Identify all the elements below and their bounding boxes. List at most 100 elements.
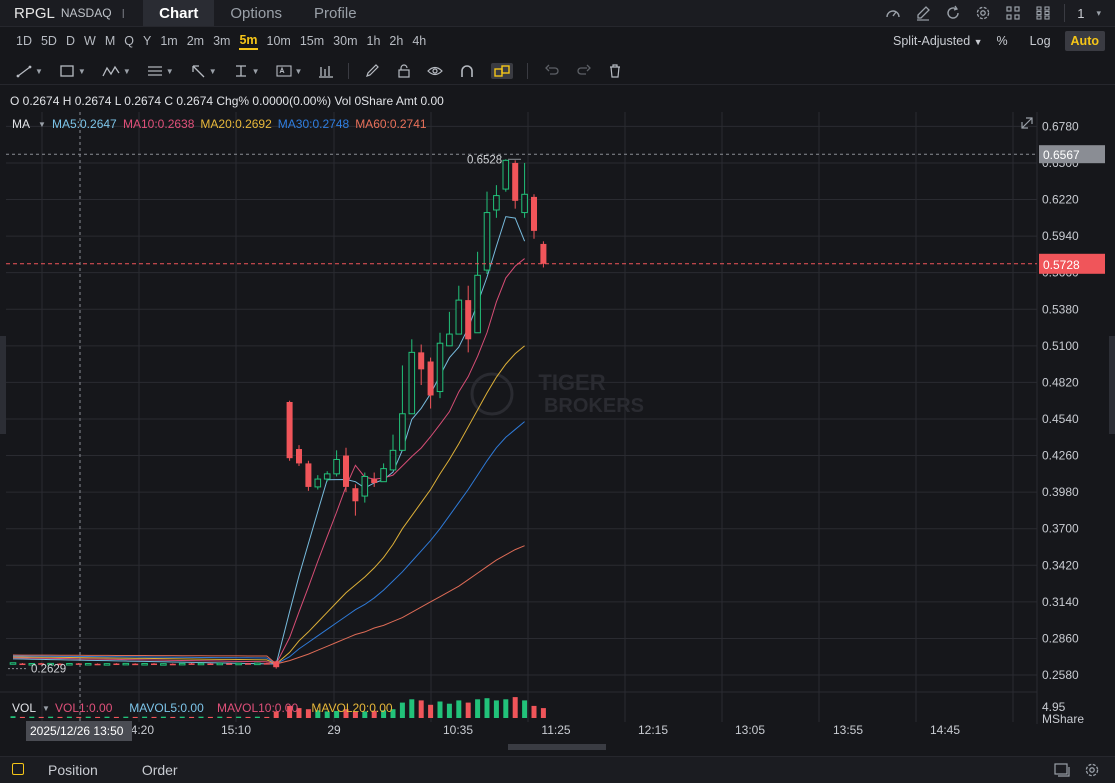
log-toggle[interactable]: Log: [1029, 34, 1051, 48]
candle-body: [84, 663, 92, 666]
divider: [1064, 4, 1066, 22]
period-1m[interactable]: 1m: [160, 34, 178, 48]
lock-icon[interactable]: [397, 64, 411, 78]
link-icon[interactable]: [491, 63, 514, 79]
period-m[interactable]: M: [104, 34, 116, 48]
high-marker-badge: [1039, 145, 1105, 164]
expand-icon[interactable]: [1021, 117, 1033, 129]
price-tick-label: 0.2860: [1042, 631, 1079, 645]
tab-position[interactable]: Position: [48, 762, 98, 778]
period-4h[interactable]: 4h: [412, 34, 427, 48]
period-w[interactable]: W: [84, 34, 96, 48]
candle-body: [305, 463, 312, 487]
price-tick-label: 0.4540: [1042, 412, 1079, 426]
split-adjusted-dropdown[interactable]: Split-Adjusted ▼: [893, 34, 983, 48]
volume-bar: [371, 710, 377, 718]
arrow-tool-icon[interactable]: ▼: [190, 64, 217, 78]
volume-bar: [245, 716, 251, 718]
vol-legend-label[interactable]: VOL: [12, 701, 36, 715]
refresh-icon[interactable]: [944, 4, 962, 22]
price-tick-label: 0.5940: [1042, 229, 1079, 243]
line-tool-icon[interactable]: ▼: [16, 64, 43, 78]
measure-tool-icon[interactable]: ▼: [233, 64, 260, 78]
price-chart[interactable]: 0.67800.65000.62200.59400.56600.53800.51…: [0, 112, 1115, 752]
price-tick-label: 0.6220: [1042, 193, 1079, 207]
layout-count[interactable]: 1: [1077, 5, 1085, 21]
caret-down-icon[interactable]: ▼: [42, 704, 50, 713]
settings-icon[interactable]: [1083, 761, 1101, 779]
volume-bar: [95, 716, 101, 718]
volume-bar: [418, 700, 424, 718]
redo-icon[interactable]: [576, 64, 592, 78]
period-y[interactable]: Y: [142, 34, 152, 48]
text-tool-icon[interactable]: ▼: [275, 64, 302, 78]
layout-4-icon[interactable]: [1004, 4, 1022, 22]
panel-toggle-icon[interactable]: [12, 763, 24, 775]
volume-bar: [343, 709, 349, 718]
volume-bar: [48, 716, 54, 718]
volume-bar: [10, 716, 16, 718]
volume-bar: [437, 701, 443, 718]
period-2h[interactable]: 2h: [389, 34, 404, 48]
tab-options[interactable]: Options: [230, 4, 283, 22]
volume-bar: [207, 716, 213, 718]
period-2m[interactable]: 2m: [186, 34, 205, 48]
gauge-icon[interactable]: [884, 4, 902, 22]
period-1h[interactable]: 1h: [366, 34, 381, 48]
top-icons: 1 ▾: [884, 4, 1115, 22]
ohlc-readout: O 0.2674 H 0.2674 L 0.2674 C 0.2674 Chg%…: [10, 94, 444, 108]
candle-body: [474, 274, 481, 334]
tab-chart[interactable]: Chart: [143, 0, 215, 26]
period-3m[interactable]: 3m: [213, 34, 231, 48]
period-q[interactable]: Q: [124, 34, 134, 48]
period-d[interactable]: D: [65, 34, 75, 48]
period-15m[interactable]: 15m: [299, 34, 325, 48]
settings-icon[interactable]: [974, 4, 992, 22]
chevron-down-icon[interactable]: ▾: [1096, 7, 1101, 18]
volume-bar: [503, 699, 509, 718]
volume-bar: [475, 699, 481, 718]
period-1d[interactable]: 1D: [16, 34, 32, 48]
ma-line-ma30: [12, 421, 525, 665]
tab-profile[interactable]: Profile: [314, 4, 357, 22]
period-30m[interactable]: 30m: [333, 34, 358, 48]
magnet-icon[interactable]: [459, 64, 475, 78]
pencil-icon[interactable]: [365, 64, 381, 78]
bar-tool-icon[interactable]: [318, 64, 334, 78]
grid-6-icon[interactable]: [1034, 4, 1052, 22]
caret-down-icon[interactable]: ▼: [38, 120, 46, 129]
volume-bar: [484, 698, 490, 718]
auto-toggle[interactable]: Auto: [1064, 31, 1105, 51]
period-5d[interactable]: 5D: [40, 34, 57, 48]
price-tick-label: 0.5380: [1042, 302, 1079, 316]
trash-icon[interactable]: [608, 64, 622, 78]
wave-tool-icon[interactable]: ▼: [102, 64, 131, 78]
undo-icon[interactable]: [544, 64, 560, 78]
window-icon[interactable]: [1053, 761, 1071, 779]
candle-body: [113, 663, 120, 666]
right-panel-handle[interactable]: [1109, 336, 1115, 434]
volume-bar: [19, 716, 25, 718]
max-price-label: 0.6528: [467, 154, 502, 166]
volume-bar: [179, 716, 185, 718]
edit-icon[interactable]: [914, 4, 932, 22]
eye-icon[interactable]: [427, 64, 444, 78]
volume-bar: [170, 716, 176, 718]
left-panel-handle[interactable]: [0, 336, 6, 434]
period-5m[interactable]: 5m: [239, 33, 258, 50]
ma-legend-label[interactable]: MA: [12, 117, 30, 131]
ticker-symbol[interactable]: RPGL: [14, 4, 55, 22]
price-tick-label: 0.4260: [1042, 449, 1079, 463]
time-axis-label: 10:35: [443, 723, 473, 737]
tab-order[interactable]: Order: [141, 762, 178, 778]
fib-tool-icon[interactable]: ▼: [147, 66, 174, 76]
time-scrollbar[interactable]: [508, 744, 606, 750]
rectangle-tool-icon[interactable]: ▼: [59, 64, 86, 78]
volume-bar: [160, 716, 166, 718]
time-axis-label: 29: [327, 723, 341, 737]
volume-bar: [296, 708, 302, 718]
percent-toggle[interactable]: %: [996, 34, 1008, 48]
volume-bar: [399, 702, 405, 718]
ticker-separator: I: [121, 5, 126, 21]
period-10m[interactable]: 10m: [266, 34, 291, 48]
